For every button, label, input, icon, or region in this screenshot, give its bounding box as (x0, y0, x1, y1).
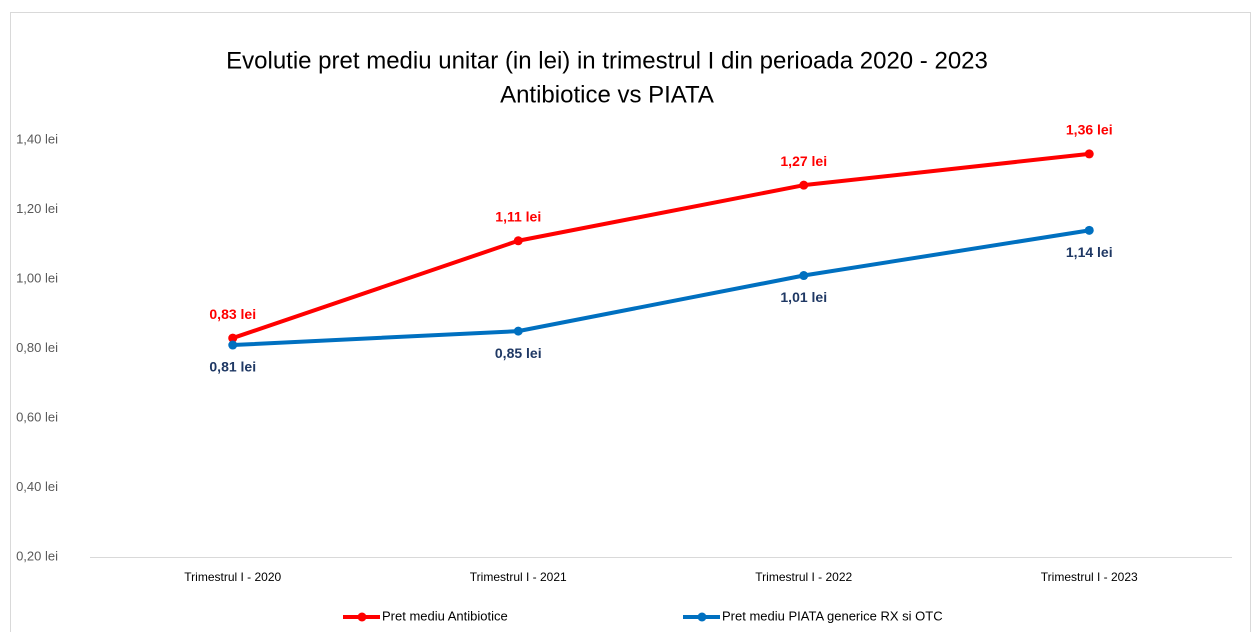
x-tick-label: Trimestrul I - 2020 (184, 570, 281, 584)
y-tick-label: 1,40 lei (16, 131, 58, 146)
point (1084, 225, 1094, 235)
legend-label: Pret mediu PIATA generice RX si OTC (722, 608, 943, 623)
legend-label: Pret mediu Antibiotice (382, 608, 508, 623)
y-tick-label: 0,80 lei (16, 340, 58, 355)
point (228, 333, 238, 343)
chart-title: Evolutie pret mediu unitar (in lei) in t… (226, 47, 988, 74)
y-tick-label: 0,20 lei (16, 548, 58, 563)
point (799, 180, 809, 190)
series-line (232, 228, 1090, 348)
y-tick-label: 0,60 lei (16, 409, 58, 424)
chart-subtitle: Antibiotice vs PIATA (500, 81, 714, 108)
y-tick-label: 1,00 lei (16, 270, 58, 285)
point (513, 236, 523, 246)
y-tick-label: 1,20 lei (16, 201, 58, 216)
legend-marker (357, 612, 367, 622)
data-label: 0,85 lei (495, 345, 542, 361)
y-tick-label: 0,40 lei (16, 479, 58, 494)
data-label: 1,36 lei (1066, 122, 1113, 138)
point (513, 326, 523, 336)
data-label: 0,83 lei (209, 306, 256, 322)
data-label: 1,14 lei (1066, 244, 1113, 260)
data-label: 1,27 lei (780, 153, 827, 169)
chart-border (10, 12, 1251, 632)
data-label: 1,11 lei (495, 208, 541, 224)
point (799, 271, 809, 281)
point (228, 340, 238, 350)
legend-marker (697, 612, 707, 622)
data-label: 1,01 lei (780, 289, 827, 305)
data-label: 0,81 lei (209, 359, 256, 375)
point (1084, 149, 1094, 159)
series-line (232, 151, 1090, 340)
x-tick-label: Trimestrul I - 2021 (470, 570, 567, 584)
x-tick-label: Trimestrul I - 2022 (755, 570, 852, 584)
x-tick-label: Trimestrul I - 2023 (1041, 570, 1138, 584)
